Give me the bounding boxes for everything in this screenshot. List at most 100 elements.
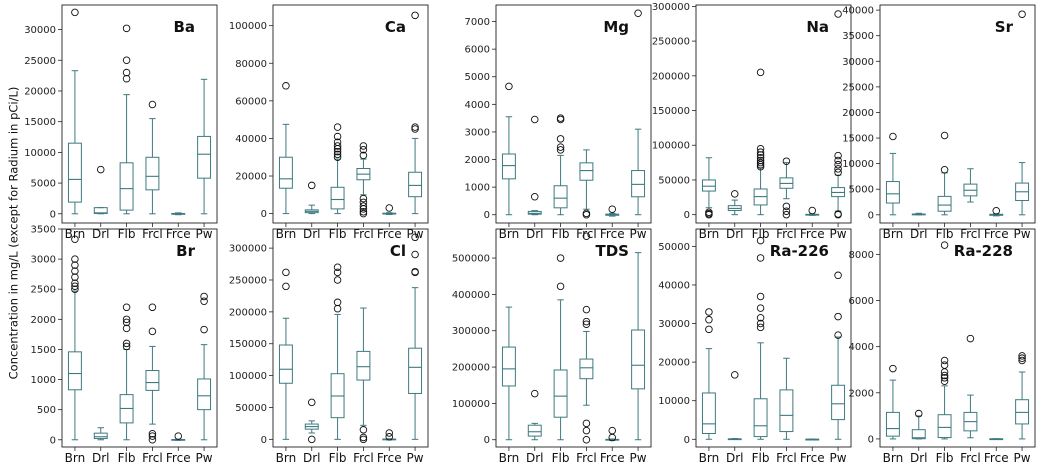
outlier-point (282, 268, 290, 277)
box-pw (197, 78, 212, 215)
x-tick-label: Flb (936, 451, 954, 465)
box-flb (330, 123, 345, 215)
iqr-box (553, 369, 568, 418)
iqr-box (911, 429, 926, 440)
outlier-point (705, 325, 713, 334)
y-tick-label: 5000 (465, 72, 490, 83)
panel-title: Mg (603, 18, 629, 36)
x-tick-label: Frce (800, 451, 825, 465)
outlier-point (333, 150, 342, 159)
box-pw (408, 233, 423, 440)
x-tick-label: Pw (630, 451, 647, 465)
outlier-point (359, 142, 368, 150)
outlier-point (71, 279, 79, 287)
box-frce (805, 438, 820, 441)
box-frcl (963, 334, 978, 439)
y-tick-label: 100000 (452, 399, 490, 410)
y-tick-label: 40000 (235, 134, 267, 145)
y-tick-label: 3000 (465, 127, 490, 138)
x-tick-label: Pw (830, 227, 847, 241)
outlier-point (1018, 356, 1026, 365)
outlier-point (411, 11, 419, 20)
iqr-box (93, 207, 108, 214)
panel-frame (61, 4, 218, 224)
y-tick-label: 20000 (658, 358, 690, 369)
panel-br: 0 500 1000 1500 2000 2500 3000 3500 Brn Drl Flb Frc… (31, 225, 218, 465)
x-tick-label: Brn (883, 227, 904, 241)
y-tick-label: 50000 (235, 403, 267, 414)
panel-frame (879, 228, 1036, 448)
y-tick-label: 3500 (31, 225, 56, 236)
x-tick-label: Flb (329, 451, 347, 465)
outlier-point (756, 68, 765, 77)
outlier-point (148, 436, 157, 444)
outlier-point (834, 271, 842, 280)
panel-mg: 0 1000 2000 3000 4000 5000 6000 7000 Brn Drl Flb Fr… (465, 4, 652, 241)
iqr-box (1015, 399, 1030, 425)
iqr-box (408, 347, 423, 394)
outlier-point (96, 165, 105, 174)
outlier-point (359, 202, 368, 210)
y-tick-label: 300000 (452, 326, 490, 337)
y-tick-label: 300000 (652, 2, 690, 13)
panel-title: TDS (596, 242, 630, 260)
outlier-point (359, 433, 368, 442)
x-tick-label: Frcl (353, 451, 374, 465)
y-tick-label: 0 (684, 435, 690, 446)
x-tick-label: Drl (726, 227, 744, 241)
outlier-point (731, 371, 739, 379)
x-tick-label: Flb (936, 227, 954, 241)
box-brn (701, 308, 716, 440)
y-tick-label: 40000 (842, 6, 874, 17)
outlier-point (834, 151, 842, 160)
iqr-box (197, 378, 212, 411)
outlier-point (756, 236, 765, 245)
y-tick-label: 50000 (658, 242, 690, 253)
outlier-point (834, 160, 842, 169)
outlier-point (556, 146, 565, 154)
y-tick-label: 200000 (229, 307, 267, 318)
panel-frame (495, 4, 652, 224)
box-frce (805, 206, 820, 216)
outlier-point (200, 297, 208, 306)
panel-title: Na (806, 18, 829, 36)
iqr-box (278, 344, 293, 384)
outlier-point (582, 426, 591, 435)
outlier-point (122, 303, 131, 312)
box-brn (701, 157, 716, 219)
box-flb (119, 24, 134, 215)
outlier-point (71, 273, 79, 281)
outlier-point (148, 303, 157, 312)
box-brn (501, 306, 516, 441)
y-tick-label: 15000 (24, 117, 56, 128)
x-tick-label: Frce (800, 227, 825, 241)
y-tick-label: 8000 (849, 250, 874, 261)
outlier-point (940, 374, 949, 382)
panel-na: 0 50000 100000 150000 200000 250000 300000 Brn D… (652, 2, 852, 241)
x-tick-label: Drl (92, 227, 110, 241)
outlier-point (333, 268, 342, 277)
outlier-point (756, 144, 765, 153)
x-tick-label: Pw (830, 451, 847, 465)
iqr-box (553, 185, 568, 209)
y-tick-label: 150000 (229, 339, 267, 350)
box-drl (93, 427, 108, 441)
outlier-point (705, 308, 713, 316)
outlier-point (174, 432, 182, 440)
box-flb (330, 263, 345, 440)
outlier-point (385, 204, 394, 212)
outlier-point (1018, 354, 1026, 362)
outlier-point (756, 313, 765, 322)
outlier-point (411, 267, 419, 276)
iqr-box (831, 384, 846, 421)
outlier-point (992, 206, 1001, 215)
y-tick-label: 10000 (658, 396, 690, 407)
box-frce (171, 212, 186, 216)
iqr-box (937, 195, 952, 212)
outlier-point (966, 334, 975, 343)
x-tick-label: Frcl (960, 227, 981, 241)
iqr-box (278, 156, 293, 189)
box-flb (553, 114, 568, 216)
y-tick-label: 3000 (31, 255, 56, 266)
